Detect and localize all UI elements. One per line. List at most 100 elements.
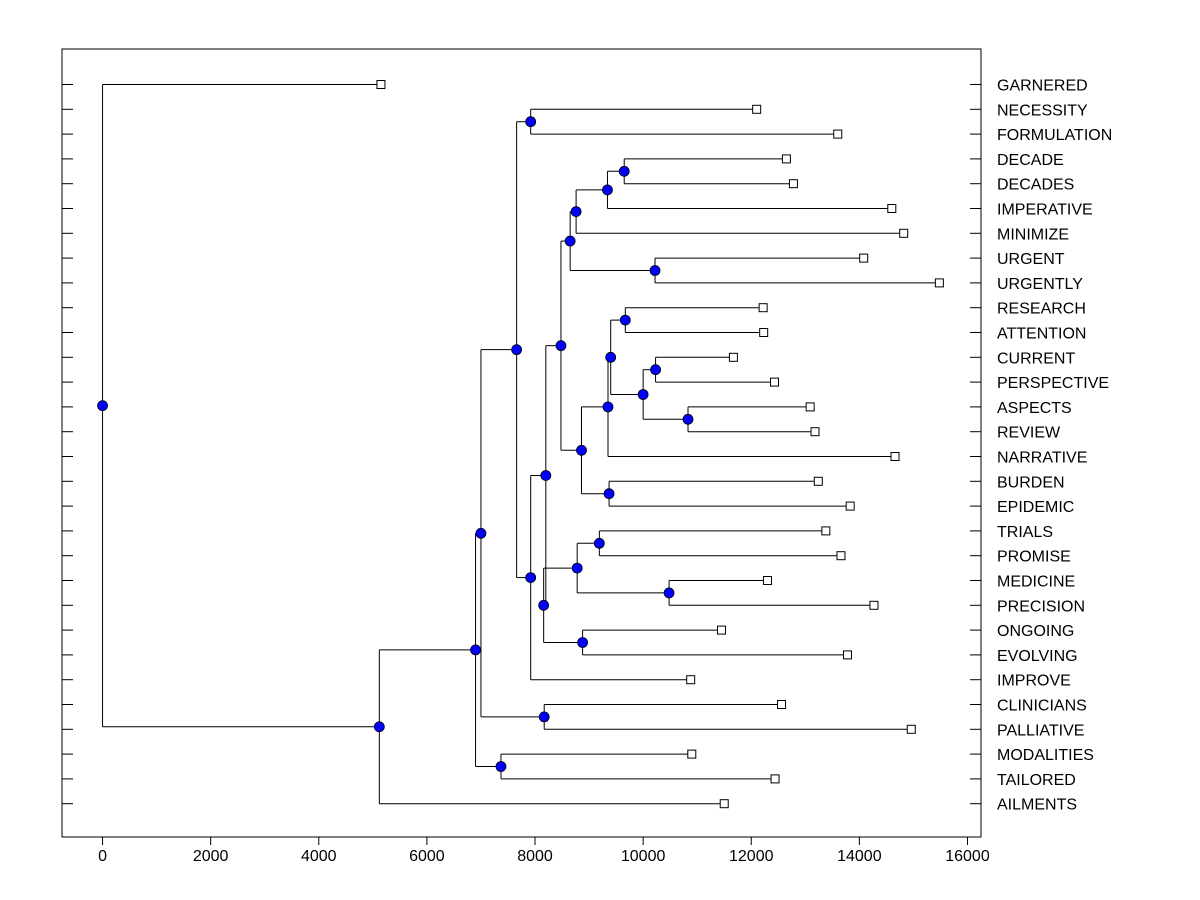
merge-node-n6 (564, 235, 576, 247)
merge-node-n4 (570, 206, 582, 218)
merge-node-n10 (637, 389, 649, 400)
leaf-label-decades: DECADES (997, 177, 1074, 194)
leaf-marker-minimize (899, 228, 909, 238)
leaf-marker-current (728, 352, 738, 362)
merge-node-n20 (538, 599, 550, 611)
merge-node-n29 (97, 400, 108, 412)
leaf-label-precision: PRECISION (997, 598, 1085, 615)
leaf-label-decade: DECADE (997, 152, 1064, 169)
leaf-marker-burden (813, 476, 823, 486)
leaf-markers (376, 80, 944, 809)
leaf-label-burden: BURDEN (997, 474, 1065, 491)
leaf-label-formulation: FORMULATION (997, 127, 1112, 144)
leaf-marker-improve (686, 675, 696, 685)
x-tick-label: 4000 (301, 848, 337, 865)
leaf-marker-imperative (887, 204, 897, 213)
leaf-marker-evolving (842, 650, 852, 660)
x-tick-label: 10000 (621, 848, 666, 865)
x-tick-label: 0 (98, 848, 107, 865)
merge-node-n26 (495, 761, 507, 772)
leaf-label-aspects: ASPECTS (997, 400, 1072, 417)
merge-node-n9 (682, 413, 694, 425)
merge-node-n8 (650, 364, 661, 376)
leaf-marker-promise (836, 551, 846, 561)
merge-node-n24 (538, 711, 550, 723)
leaf-marker-research (758, 303, 768, 313)
leaf-label-trials: TRIALS (997, 524, 1053, 541)
leaf-label-current: CURRENT (997, 350, 1075, 367)
merge-node-n14 (576, 444, 587, 456)
leaf-label-ongoing: ONGOING (997, 623, 1074, 640)
x-tick-label: 16000 (945, 848, 990, 865)
leaf-marker-attention (759, 328, 769, 337)
leaf-label-necessity: NECESSITY (997, 102, 1088, 119)
leaf-label-clinicians: CLINICIANS (997, 698, 1087, 715)
merge-node-n16 (593, 537, 605, 549)
leaf-marker-clinicians (777, 700, 787, 709)
leaf-label-ailments: AILMENTS (997, 797, 1077, 814)
leaf-marker-garnered (376, 80, 386, 89)
leaf-label-promise: PROMISE (997, 549, 1071, 566)
x-tick-label: 12000 (729, 848, 774, 865)
leaf-label-perspective: PERSPECTIVE (997, 375, 1109, 392)
x-tick-label: 14000 (837, 848, 882, 865)
merge-node-n28 (373, 721, 385, 733)
leaf-label-tailored: TAILORED (997, 772, 1076, 789)
merge-node-n18 (571, 562, 583, 574)
merge-node-n23 (511, 344, 523, 356)
merge-node-n3 (602, 184, 613, 196)
merge-node-n7 (619, 314, 631, 326)
y-axis-ticks (62, 84, 981, 805)
leaf-label-minimize: MINIMIZE (997, 226, 1069, 243)
leaf-marker-decades (788, 179, 798, 189)
leaf-marker-ongoing (717, 625, 727, 635)
x-tick-label: 2000 (193, 848, 229, 865)
leaf-labels: GARNERED NECESSITY FORMULATION DECADE DECADE… (997, 78, 1112, 814)
merge-node-n17 (663, 587, 675, 599)
leaf-marker-formulation (833, 129, 843, 139)
leaf-marker-medicine (762, 576, 772, 585)
leaf-label-urgent: URGENT (997, 251, 1065, 268)
leaf-marker-ailments (719, 799, 729, 809)
plot-frame (61, 48, 982, 838)
leaf-label-narrative: NARRATIVE (997, 450, 1087, 467)
leaf-marker-urgently (934, 278, 944, 288)
merge-node-n22 (525, 572, 537, 583)
leaf-marker-narrative (890, 452, 900, 461)
leaf-label-modalities: MODALITIES (997, 747, 1094, 764)
leaf-marker-decade (781, 154, 791, 164)
merge-node-n1 (525, 116, 537, 128)
leaf-marker-modalities (687, 749, 697, 759)
merge-node-n19 (577, 637, 588, 648)
leaf-marker-urgent (859, 253, 869, 263)
leaf-label-evolving: EVOLVING (997, 648, 1078, 665)
leaf-marker-review (810, 427, 820, 437)
x-tick-label: 8000 (517, 848, 553, 865)
merge-node-n25 (475, 527, 487, 539)
leaf-marker-trials (821, 526, 831, 536)
merge-node-n15 (555, 340, 567, 352)
leaf-label-attention: ATTENTION (997, 326, 1086, 343)
leaf-label-research: RESEARCH (997, 301, 1086, 318)
leaf-label-palliative: PALLIATIVE (997, 722, 1084, 739)
leaf-label-medicine: MEDICINE (997, 574, 1075, 591)
merge-node-n13 (603, 488, 615, 500)
merge-node-markers (97, 116, 694, 772)
leaf-label-garnered: GARNERED (997, 78, 1088, 95)
leaf-marker-necessity (752, 104, 762, 114)
x-tick-label: 6000 (409, 848, 445, 865)
merge-node-n5 (649, 265, 661, 276)
leaf-label-improve: IMPROVE (997, 673, 1071, 690)
leaf-marker-perspective (769, 377, 779, 387)
x-axis: 0 2000 4000 6000 8000 10000 12000 14000 16000 (98, 837, 990, 865)
merge-node-n21 (540, 470, 552, 481)
leaf-label-imperative: IMPERATIVE (997, 202, 1093, 219)
merge-node-n2 (618, 165, 630, 177)
leaf-marker-epidemic (845, 501, 855, 511)
merge-node-n27 (470, 644, 481, 656)
leaf-marker-palliative (906, 724, 916, 734)
leaf-marker-aspects (805, 402, 815, 412)
leaf-marker-tailored (770, 774, 780, 784)
leaf-label-urgently: URGENTLY (997, 276, 1083, 293)
